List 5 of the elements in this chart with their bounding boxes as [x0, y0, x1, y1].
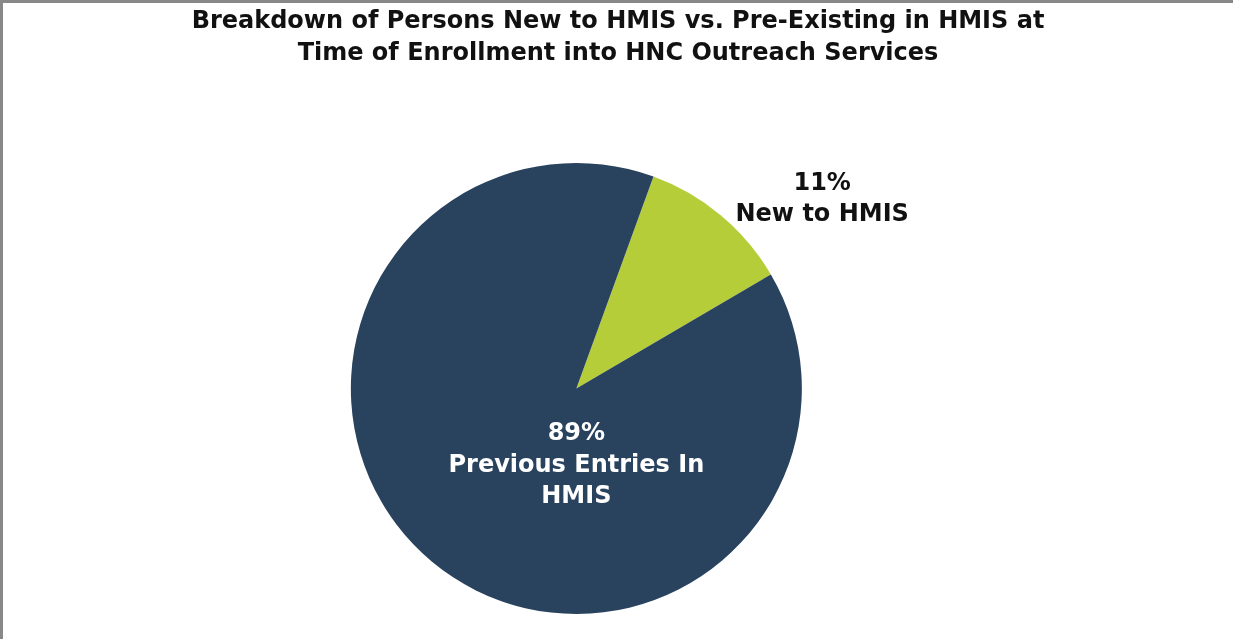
chart-title: Breakdown of Persons New to HMIS vs. Pre-Existing in HMIS at Time of Enrollment into HNC Outreach Services: [191, 6, 1045, 66]
slice-label: New to HMIS: [735, 199, 909, 228]
slice-label: Previous Entries In HMIS: [448, 449, 705, 509]
data-label: 11%: [793, 168, 851, 197]
data-label: 89%: [547, 418, 606, 447]
